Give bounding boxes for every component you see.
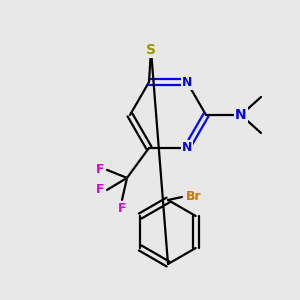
Text: F: F — [118, 202, 126, 215]
Text: N: N — [235, 108, 247, 122]
Text: N: N — [182, 76, 192, 88]
Text: F: F — [96, 164, 104, 176]
Text: Br: Br — [186, 190, 202, 203]
Text: S: S — [146, 43, 156, 57]
Text: N: N — [182, 141, 192, 154]
Text: F: F — [96, 183, 104, 196]
